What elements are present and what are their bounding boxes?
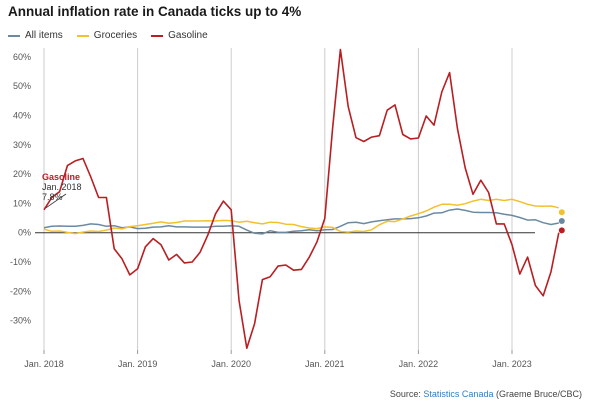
y-tick-label: -10% (10, 257, 31, 267)
legend-label-groceries: Groceries (93, 30, 138, 41)
legend-label-gasoline: Gasoline (168, 30, 208, 41)
chart-title: Annual inflation rate in Canada ticks up… (8, 4, 302, 19)
annotation-series: Gasoline (42, 172, 80, 182)
source-byline: (Graeme Bruce/CBC) (493, 389, 582, 399)
series-layer (43, 48, 560, 349)
series-line-gasoline (43, 48, 560, 349)
y-tick-label: 20% (13, 169, 31, 179)
end-marker-all-items (558, 217, 565, 224)
y-tick-label: 10% (13, 198, 31, 208)
x-tick-label: Jan. 2019 (118, 359, 158, 369)
series-line-groceries (43, 198, 559, 235)
end-marker-groceries (558, 209, 565, 216)
y-tick-label: -30% (10, 316, 31, 326)
y-tick-label: 50% (13, 81, 31, 91)
x-tick-label: Jan. 2021 (305, 359, 345, 369)
source-prefix: Source: (389, 389, 424, 399)
axis-layer: -30% -20% -10% 0% 10% 20% 30% 40% 50% 60% Jan. 201… (10, 52, 532, 369)
y-tick-label: 0% (18, 228, 31, 238)
x-tick-label: Jan. 2018 (24, 359, 64, 369)
source-link[interactable]: Statistics Canada (423, 389, 494, 399)
x-tick-label: Jan. 2020 (211, 359, 251, 369)
series-line-all-items (43, 208, 559, 235)
annotation-value: 7.8% (42, 192, 63, 202)
chart-legend: All items Groceries Gasoline (8, 30, 222, 41)
annotation-leader (45, 193, 67, 209)
legend-item-gasoline: Gasoline (151, 30, 208, 41)
source-credit: Source: Statistics Canada (Graeme Bruce/… (390, 389, 582, 399)
x-tick-label: Jan. 2023 (492, 359, 532, 369)
annotation-date: Jan. 2018 (42, 182, 82, 192)
legend-label-all-items: All items (25, 30, 63, 41)
legend-swatch-gasoline (151, 34, 164, 37)
legend-item-groceries: Groceries (76, 30, 138, 41)
y-tick-label: -20% (10, 286, 31, 296)
y-tick-label: 40% (13, 110, 31, 120)
y-tick-label: 60% (13, 52, 31, 62)
x-tick-label: Jan. 2022 (399, 359, 439, 369)
legend-item-all-items: All items (8, 30, 63, 41)
marker-layer (45, 193, 565, 234)
legend-swatch-all-items (8, 34, 20, 37)
legend-swatch-groceries (76, 34, 89, 37)
end-marker-gasoline (558, 227, 565, 234)
grid-layer (35, 48, 535, 354)
y-tick-label: 30% (13, 140, 31, 150)
annotation-layer: Gasoline Jan. 2018 7.8% (42, 172, 82, 202)
